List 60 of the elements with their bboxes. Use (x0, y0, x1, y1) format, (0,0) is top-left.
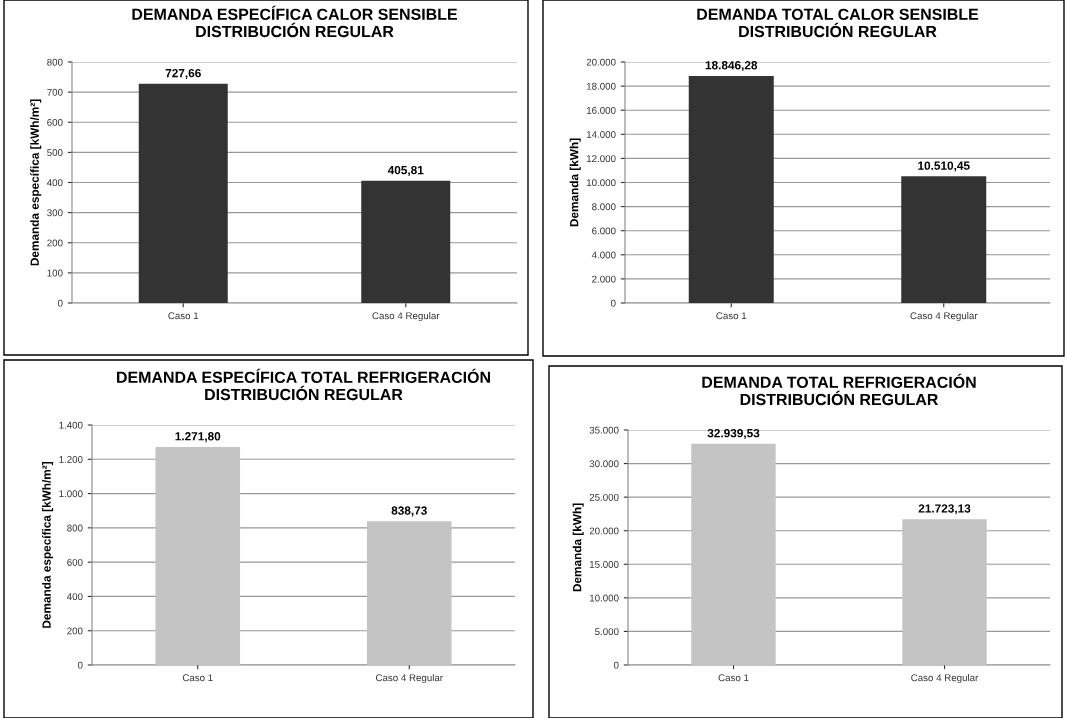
y-tick-label: 16.000 (586, 106, 616, 114)
y-tick-label: 1.000 (59, 490, 83, 498)
y-tick-label: 14.000 (586, 131, 616, 138)
y-tick-label: 800 (47, 58, 63, 66)
chart-title: DEMANDA ESPECÍFICA TOTAL REFRIGERACIÓN DISTRIBUCIÓN REGULAR (117, 368, 490, 401)
chart-title: DEMANDA TOTAL CALOR SENSIBLE DISTRIBUCIÓN REGULAR (697, 8, 979, 38)
data-label: 10.510,45 (918, 161, 970, 172)
y-axis-title: Demanda [kWh] (572, 503, 584, 592)
y-tick-label: 18.000 (586, 82, 616, 90)
y-tick-label: 8.000 (592, 203, 616, 211)
y-tick-label: 35.000 (589, 426, 619, 434)
data-label: 18.846,28 (705, 61, 758, 72)
y-tick-label: 2.000 (592, 275, 616, 283)
y-tick-label: 20.000 (589, 527, 619, 535)
chart-title: DEMANDA TOTAL REFRIGERACIÓN DISTRIBUCIÓN REGULAR (702, 373, 976, 406)
y-tick-label: 10.000 (586, 179, 616, 187)
y-tick-label: 10.000 (589, 594, 619, 602)
y-tick-label: 30.000 (589, 460, 619, 468)
y-axis-title: Demanda específica [kWh/m²] (30, 99, 42, 266)
y-tick-label: 200 (47, 239, 63, 247)
y-tick-label: 0 (610, 299, 616, 307)
data-label: 21.723,13 (918, 504, 971, 515)
y-tick-label: 20.000 (586, 58, 616, 66)
y-axis-title: Demanda específica [kWh/m²] (41, 462, 54, 628)
data-label: 32.939,53 (707, 428, 760, 440)
y-tick-label: 0 (77, 661, 83, 669)
y-tick-label: 800 (67, 524, 83, 532)
y-tick-label: 5.000 (595, 628, 619, 636)
x-tick-label: Caso 1 (182, 674, 213, 682)
x-tick-label: Caso 1 (716, 312, 747, 320)
y-tick-label: 0 (57, 299, 63, 307)
y-tick-label: 1.400 (59, 421, 83, 429)
y-axis-title: Demanda [kWh] (569, 138, 581, 227)
y-tick-label: 25.000 (589, 493, 619, 501)
y-tick-label: 200 (67, 627, 83, 635)
data-label: 838,73 (391, 506, 427, 517)
y-tick-label: 600 (47, 118, 63, 126)
y-tick-label: 12.000 (586, 155, 616, 163)
y-tick-label: 1.200 (59, 456, 83, 463)
y-tick-label: 500 (47, 149, 63, 156)
y-tick-label: 400 (66, 593, 83, 601)
x-tick-label: Caso 4 Regular (910, 312, 978, 322)
data-label: 727,66 (165, 68, 201, 79)
y-tick-label: 400 (46, 179, 63, 187)
chart-title: DEMANDA ESPECÍFICA CALOR SENSIBLE DISTRIBUCIÓN REGULAR (132, 5, 457, 38)
data-label: 405,81 (387, 165, 424, 176)
y-tick-label: 300 (47, 209, 63, 217)
y-tick-label: 100 (47, 269, 63, 277)
y-tick-label: 4.000 (591, 251, 616, 259)
y-tick-label: 0 (613, 661, 619, 669)
x-tick-label: Caso 4 Regular (375, 674, 443, 684)
x-tick-label: Caso 1 (718, 674, 749, 682)
data-label: 1.271,80 (175, 432, 221, 443)
x-tick-label: Caso 4 Regular (911, 674, 979, 684)
x-tick-label: Caso 1 (168, 312, 199, 320)
y-tick-label: 600 (67, 558, 83, 566)
y-tick-label: 6.000 (592, 227, 616, 235)
y-tick-label: 15.000 (589, 561, 619, 568)
y-tick-label: 700 (47, 88, 63, 96)
x-tick-label: Caso 4 Regular (372, 312, 440, 322)
